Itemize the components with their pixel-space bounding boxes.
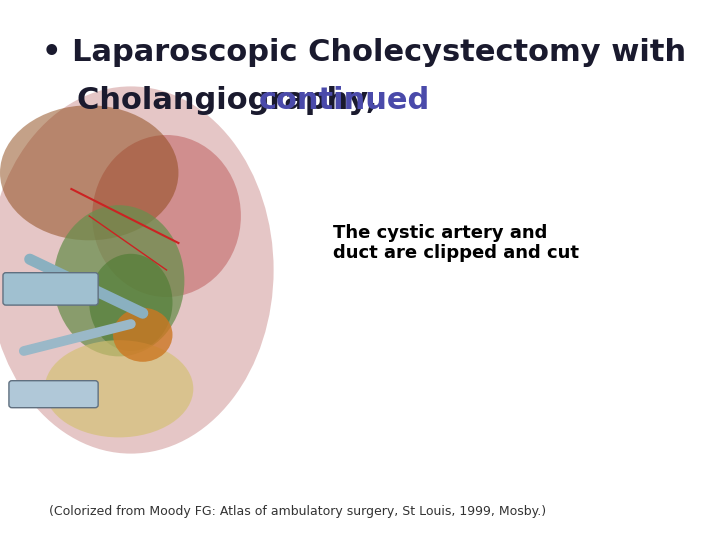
Ellipse shape — [0, 105, 179, 240]
Ellipse shape — [113, 308, 173, 362]
Ellipse shape — [92, 135, 241, 297]
Text: Cholangiography,: Cholangiography, — [77, 86, 388, 116]
FancyBboxPatch shape — [3, 273, 98, 305]
Ellipse shape — [0, 86, 274, 454]
Ellipse shape — [53, 205, 184, 356]
Text: (Colorized from Moody FG: Atlas of ambulatory surgery, St Louis, 1999, Mosby.): (Colorized from Moody FG: Atlas of ambul… — [49, 505, 546, 518]
FancyBboxPatch shape — [9, 381, 98, 408]
Text: The cystic artery and
duct are clipped and cut: The cystic artery and duct are clipped a… — [333, 224, 579, 262]
Text: • Laparoscopic Cholecystectomy with: • Laparoscopic Cholecystectomy with — [42, 38, 685, 67]
Ellipse shape — [89, 254, 173, 351]
Text: continued: continued — [258, 86, 430, 116]
Ellipse shape — [45, 340, 193, 437]
